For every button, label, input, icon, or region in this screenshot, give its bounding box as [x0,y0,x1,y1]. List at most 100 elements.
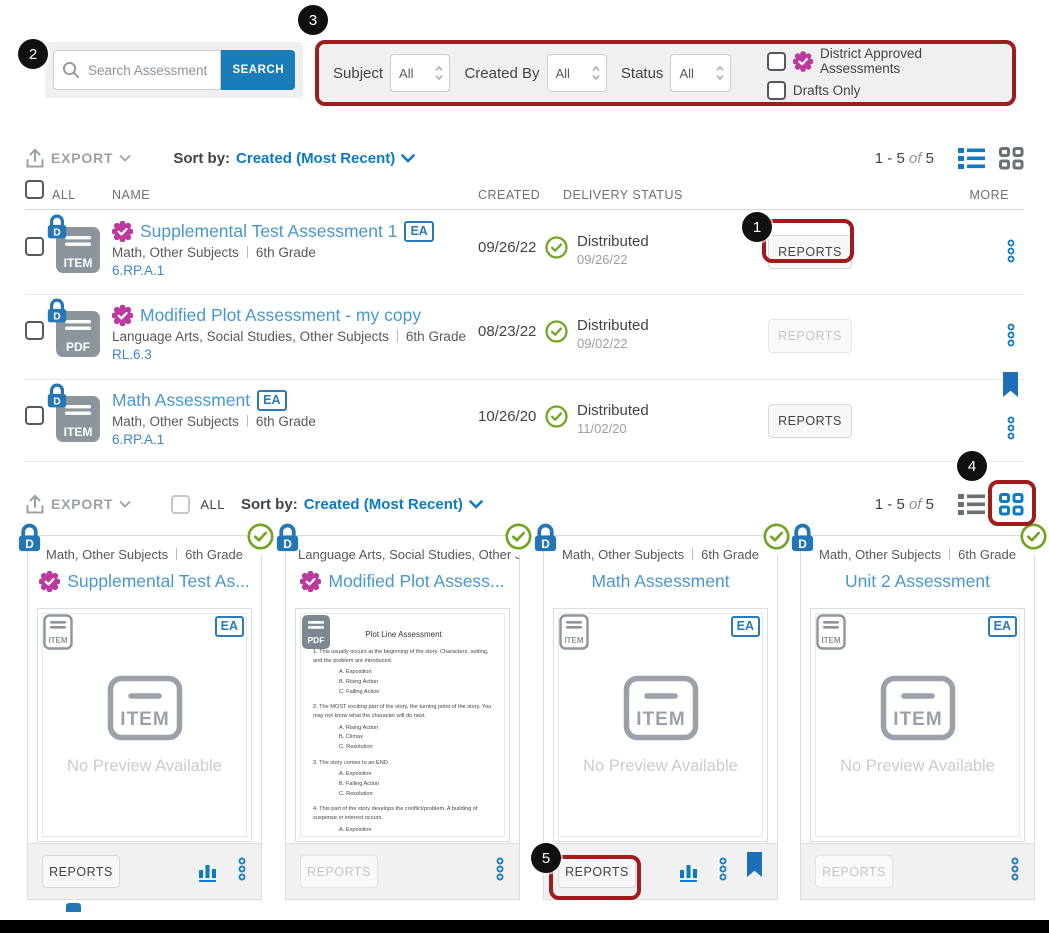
ea-badge: EA [214,616,244,637]
standard-link[interactable]: 6.RP.A.1 [112,432,165,447]
standard-link[interactable]: 6.RP.A.1 [112,263,165,278]
bar-chart-icon[interactable] [678,862,700,882]
district-approved-icon [300,571,322,592]
created-by-value: All [555,65,570,81]
kebab-menu-icon[interactable] [1006,323,1016,352]
assessment-type-icon: PDF D [47,298,101,359]
result-range: 1 - 5 of 5 [874,149,934,167]
kebab-menu-icon[interactable] [718,857,728,886]
reports-button[interactable]: REPORTS [558,855,636,888]
row-checkbox[interactable] [25,406,44,425]
assessment-card: D Math, Other Subjects 6th Grade Math Ass… [534,523,790,900]
reports-button[interactable]: REPORTS [768,404,852,438]
reports-button[interactable]: REPORTS [768,235,852,269]
assessment-title-link[interactable]: Math Assessment [112,390,251,410]
row-checkbox[interactable] [25,237,44,256]
district-approved-checkbox[interactable] [766,51,786,71]
search-icon [63,62,80,79]
reports-button[interactable]: REPORTS [42,855,120,888]
created-date: 09/26/22 [478,239,537,256]
created-date: 10/26/20 [478,408,537,425]
bookmark-icon[interactable] [1002,372,1019,403]
spinner-icon [716,65,724,81]
svg-text:D: D [53,311,60,322]
card-footer: REPORTS [801,843,1034,899]
svg-text:D: D [541,537,550,551]
drafts-only-checkbox[interactable] [766,81,786,100]
kebab-menu-icon[interactable] [1010,857,1020,886]
card-preview: ITEM EA ITEM No Preview Available [37,608,252,842]
kebab-menu-icon[interactable] [1006,239,1016,268]
pdf-type-icon: PDF [301,614,331,655]
bookmark-icon[interactable] [746,851,763,884]
assessment-subjects: Math, Other Subjects 6th Grade [112,245,316,260]
table-row: ITEM D Math Assessment EA Math, Other Su… [25,372,1024,462]
kebab-menu-icon[interactable] [1006,416,1016,445]
search-input[interactable] [88,62,208,78]
export-label: EXPORT [51,150,114,166]
assessment-list: ITEM D Supplemental Test Assessment 1 EA… [25,211,1024,462]
sort-by-label: Sort by: [173,149,231,167]
distributed-check-icon [1020,523,1047,555]
subject-select[interactable]: All [390,54,451,92]
card-title-link[interactable]: Supplemental Test As... [28,571,261,592]
search-input-wrap[interactable] [53,50,222,90]
preview-page: ITEM No Preview Available [42,613,247,837]
table-row: PDF D Modified Plot Assessment - my copy… [25,295,1024,380]
assessment-card: D Math, Other Subjects 6th Grade Suppleme… [18,523,274,900]
assessment-type-icon: ITEM D [47,383,101,444]
select-all-checkbox[interactable] [171,494,191,514]
lock-icon: D [275,523,300,558]
kebab-menu-icon[interactable] [495,857,505,886]
callout-3: 3 [298,5,328,35]
table-header: ALL NAME CREATED DELIVERY STATUS MORE [25,180,1024,210]
svg-text:D: D [53,227,60,238]
card-footer: REPORTS [544,843,777,899]
created-date: 08/23/22 [478,323,537,340]
preview-page: Plot Line Assessment 1. This usually occ… [300,613,505,837]
card-title-link[interactable]: Unit 2 Assessment [845,571,990,591]
grid-view-button[interactable] [999,492,1024,516]
no-preview-text: No Preview Available [67,756,222,775]
callout-5: 5 [531,843,561,873]
status-select[interactable]: All [670,54,731,92]
list-view-button[interactable] [958,147,985,170]
export-button[interactable]: EXPORT [25,493,132,515]
svg-text:D: D [53,396,60,407]
preview-page: ITEM No Preview Available [558,613,763,837]
export-button[interactable]: EXPORT [25,147,132,169]
callout-2: 2 [18,39,48,69]
bar-chart-icon[interactable] [197,862,219,882]
callout-4: 4 [957,451,987,481]
select-all-checkbox[interactable] [25,180,44,199]
spinner-icon [435,65,444,81]
sort-by-value: Created (Most Recent) [303,495,463,513]
standard-link[interactable]: RL.6.3 [112,347,152,362]
filter-bar: Subject All Created By All Status All Di… [315,40,1016,106]
list-view-button[interactable] [958,493,985,516]
sort-by[interactable]: Sort by: Created (Most Recent) [173,149,416,167]
spinner-icon [592,65,600,81]
created-by-select[interactable]: All [546,54,607,92]
search-button[interactable]: SEARCH [221,50,295,90]
district-approved-label: District Approved Assessments [820,46,923,76]
row-checkbox[interactable] [25,321,44,340]
card-title-link[interactable]: Math Assessment [591,571,730,591]
card-subjects: Language Arts, Social Studies, Other Su [298,547,519,562]
export-icon [26,494,44,514]
chevron-down-icon [469,499,483,509]
kebab-menu-icon[interactable] [237,857,247,886]
created-by-label: Created By [464,64,540,82]
preview-document: Plot Line Assessment 1. This usually occ… [301,614,504,836]
lock-icon: D [17,523,42,558]
sort-by-label: Sort by: [241,495,298,513]
grid-view-button[interactable] [999,146,1024,170]
card-title-link[interactable]: Modified Plot Assess... [286,571,519,592]
assessment-title-link[interactable]: Modified Plot Assessment - my copy [140,305,422,325]
sort-by[interactable]: Sort by: Created (Most Recent) [241,496,483,513]
assessment-title-link[interactable]: Supplemental Test Assessment 1 [140,221,398,241]
chevron-down-icon [401,153,416,163]
svg-text:ITEM: ITEM [821,636,840,645]
card-subjects: Math, Other Subjects 6th Grade [46,547,243,562]
